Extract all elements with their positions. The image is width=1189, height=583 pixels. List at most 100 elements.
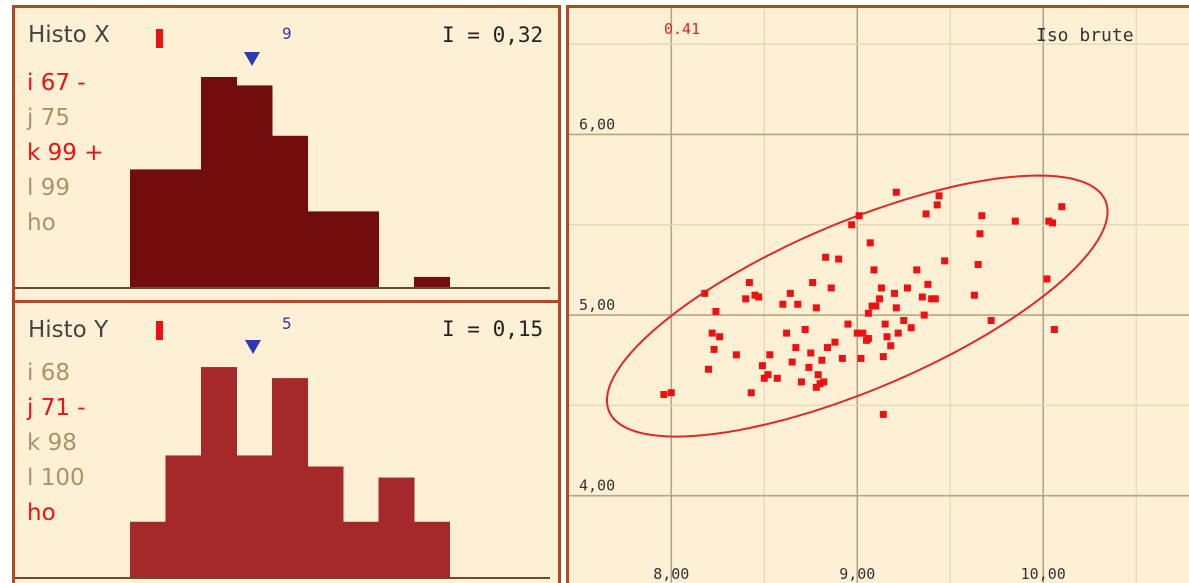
scatter-point-58[interactable]	[879, 353, 887, 361]
histo-y-pointer-icon[interactable]	[245, 340, 261, 354]
scatter-point-66[interactable]	[900, 316, 908, 324]
scatter-point-62[interactable]	[890, 289, 898, 297]
scatter-point-76[interactable]	[933, 201, 941, 209]
scatter-point-40[interactable]	[835, 255, 843, 263]
scatter-point-56[interactable]	[877, 284, 885, 292]
scatter-point-55[interactable]	[876, 295, 884, 303]
scatter-point-68[interactable]	[907, 324, 915, 332]
scatter-plot[interactable]: 8,00 9,00 10,00 4,00 5,00 6,00	[569, 8, 1189, 583]
scatter-point-6[interactable]	[712, 307, 720, 315]
scatter-point-83[interactable]	[987, 316, 995, 324]
scatter-point-43[interactable]	[848, 221, 856, 229]
scatter-point-47[interactable]	[859, 329, 867, 337]
scatter-point-35[interactable]	[820, 378, 828, 386]
scatter-point-59[interactable]	[881, 320, 889, 328]
scatter-point-15[interactable]	[760, 374, 768, 382]
scatter-point-7[interactable]	[716, 333, 724, 341]
histo-x-marker[interactable]	[156, 29, 163, 48]
scatter-point-0[interactable]	[660, 391, 668, 399]
scatter-point-42[interactable]	[844, 320, 852, 328]
scatter-point-60[interactable]	[883, 333, 891, 341]
scatter-point-24[interactable]	[794, 300, 802, 308]
scatter-point-67[interactable]	[903, 284, 911, 292]
scatter-point-27[interactable]	[805, 363, 813, 371]
scatter-point-80[interactable]	[974, 260, 982, 268]
scatter-point-23[interactable]	[792, 344, 800, 352]
scatter-point-28[interactable]	[807, 349, 815, 357]
scatter-point-75[interactable]	[931, 295, 939, 303]
scatter-point-46[interactable]	[857, 354, 865, 362]
histo-y-marker[interactable]	[156, 321, 163, 340]
scatter-point-45[interactable]	[855, 212, 863, 220]
histo-x-label-3[interactable]: l 99	[27, 175, 70, 201]
scatter-point-34[interactable]	[818, 356, 826, 364]
scatter-point-49[interactable]	[864, 335, 872, 343]
scatter-point-65[interactable]	[894, 329, 902, 337]
scatter-point-36[interactable]	[822, 253, 830, 261]
histo-x-label-1[interactable]: j 75	[27, 105, 70, 131]
scatter-point-3[interactable]	[704, 365, 712, 373]
scatter-point-53[interactable]	[870, 266, 878, 274]
scatter-point-71[interactable]	[920, 311, 928, 319]
scatter-point-61[interactable]	[887, 342, 895, 350]
histo-x-pointer-icon[interactable]	[244, 52, 260, 66]
scatter-point-69[interactable]	[913, 266, 921, 274]
scatter-point-26[interactable]	[801, 326, 809, 334]
scatter-point-33[interactable]	[816, 380, 824, 388]
histo-y-label-0[interactable]: i 68	[27, 360, 70, 386]
scatter-point-70[interactable]	[918, 293, 926, 301]
scatter-point-64[interactable]	[892, 188, 900, 196]
scatter-point-52[interactable]	[868, 302, 876, 310]
histo-y-label-4[interactable]: ho	[27, 500, 56, 526]
scatter-point-30[interactable]	[812, 383, 820, 391]
scatter-point-19[interactable]	[779, 300, 787, 308]
scatter-point-73[interactable]	[924, 280, 932, 288]
scatter-point-88[interactable]	[1050, 326, 1058, 334]
scatter-point-57[interactable]	[879, 410, 887, 418]
scatter-point-31[interactable]	[812, 304, 820, 312]
scatter-point-16[interactable]	[764, 371, 772, 379]
histo-x-label-2[interactable]: k 99 +	[27, 140, 104, 166]
scatter-point-63[interactable]	[892, 304, 900, 312]
histo-x-label-0[interactable]: i 67 -	[27, 70, 86, 96]
scatter-point-38[interactable]	[827, 284, 835, 292]
scatter-point-89[interactable]	[1058, 203, 1066, 211]
scatter-point-51[interactable]	[866, 239, 874, 247]
histo-y-label-2[interactable]: k 98	[27, 430, 77, 456]
scatter-point-79[interactable]	[970, 291, 978, 299]
scatter-point-44[interactable]	[853, 329, 861, 337]
scatter-point-22[interactable]	[788, 358, 796, 366]
scatter-point-14[interactable]	[758, 362, 766, 370]
scatter-point-9[interactable]	[742, 295, 750, 303]
scatter-point-32[interactable]	[814, 371, 822, 379]
scatter-point-25[interactable]	[797, 378, 805, 386]
scatter-point-86[interactable]	[1045, 217, 1053, 225]
scatter-point-37[interactable]	[823, 344, 831, 352]
scatter-point-72[interactable]	[922, 210, 930, 218]
histo-y-label-1[interactable]: j 71 -	[27, 395, 86, 421]
scatter-point-12[interactable]	[751, 291, 759, 299]
scatter-point-13[interactable]	[755, 293, 763, 301]
scatter-point-1[interactable]	[667, 389, 675, 397]
scatter-point-17[interactable]	[766, 351, 774, 359]
scatter-point-87[interactable]	[1049, 219, 1057, 227]
scatter-point-11[interactable]	[747, 389, 755, 397]
scatter-point-29[interactable]	[809, 279, 817, 287]
scatter-point-4[interactable]	[708, 329, 716, 337]
scatter-point-5[interactable]	[710, 345, 718, 353]
scatter-point-10[interactable]	[745, 279, 753, 287]
scatter-point-74[interactable]	[928, 295, 936, 303]
scatter-point-8[interactable]	[732, 351, 740, 359]
scatter-point-85[interactable]	[1043, 275, 1051, 283]
scatter-point-21[interactable]	[786, 289, 794, 297]
scatter-point-54[interactable]	[872, 302, 880, 310]
scatter-point-2[interactable]	[701, 289, 709, 297]
scatter-point-82[interactable]	[978, 212, 986, 220]
scatter-panel[interactable]: 8,00 9,00 10,00 4,00 5,00 6,00 0.41 Iso brute	[566, 5, 1189, 583]
scatter-point-77[interactable]	[935, 192, 943, 200]
scatter-point-81[interactable]	[976, 230, 984, 238]
scatter-point-39[interactable]	[831, 338, 839, 346]
scatter-point-84[interactable]	[1011, 217, 1019, 225]
scatter-point-50[interactable]	[864, 309, 872, 317]
histo-y-label-3[interactable]: l 100	[27, 465, 85, 491]
